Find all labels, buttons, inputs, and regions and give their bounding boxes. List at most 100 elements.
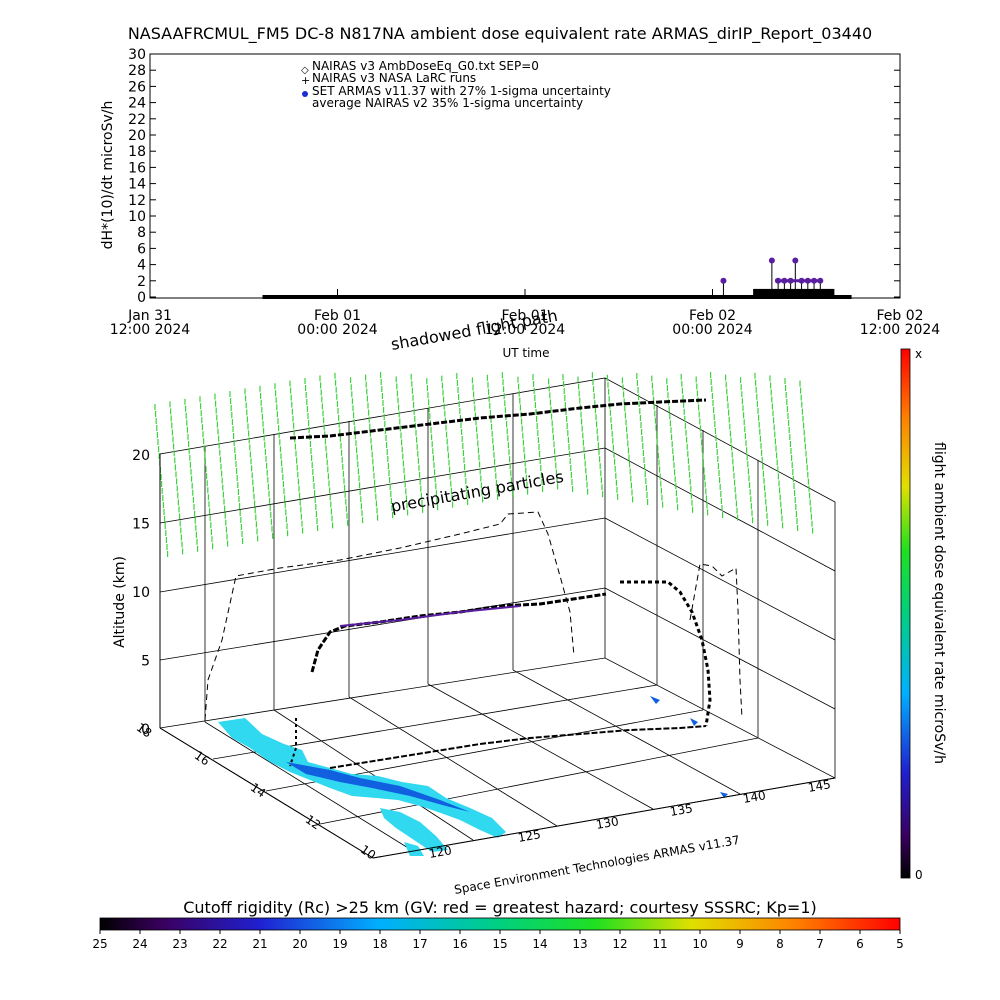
rigidity-tick-label: 8	[776, 937, 784, 951]
altitude-tick-label: 20	[132, 448, 150, 464]
grid-h-10-right	[604, 517, 836, 641]
altitude-ticks: 0 5 10 15 20	[132, 448, 150, 738]
floor-grid-2	[273, 709, 474, 841]
right-back-wall	[604, 377, 836, 778]
credit-text: Space Environment Technologies ARMAS v11…	[453, 833, 741, 897]
rigidity-tick-label: 6	[856, 937, 864, 951]
floor-grid-1	[204, 721, 414, 852]
legend-symbol-0: ◇	[301, 65, 309, 76]
grid-h-5-right	[604, 587, 836, 710]
legend-label-0: NAIRAS v3 AmbDoseEq_G0.txt SEP=0	[312, 59, 539, 73]
land-shapes	[218, 696, 728, 856]
armas-point	[768, 257, 775, 264]
altitude-tick-label: 0	[141, 722, 150, 738]
legend-marker-armas	[302, 91, 308, 97]
rigidity-tick-label: 15	[492, 937, 507, 951]
land-shape-6	[690, 718, 698, 726]
top-y-tick-label: 12	[128, 193, 146, 209]
land-shape-4	[286, 762, 470, 812]
legend: ◇ NAIRAS v3 AmbDoseEq_G0.txt SEP=0 + NAI…	[301, 59, 611, 110]
top-x-tick-date: Feb 02	[876, 308, 923, 324]
top-y-axis-label: dH*(10)/dt microSv/h	[100, 101, 116, 250]
rigidity-tick-label: 16	[452, 937, 467, 951]
dose-colorbar-bottom-label: 0	[915, 868, 923, 882]
dose-colorbar: x 0 flight ambient dose equivalent rate …	[900, 347, 947, 882]
rigidity-tick-label: 20	[292, 937, 307, 951]
top-series	[262, 257, 852, 299]
rigidity-tick-label: 9	[736, 937, 744, 951]
annotation-precipitating-particles: precipitating particles	[389, 467, 565, 516]
top-y-tick-label: 18	[128, 144, 146, 160]
longitude-tick-label: 140	[742, 788, 767, 806]
latitude-tick-label: 10	[358, 842, 379, 862]
top-y-tick-label: 10	[128, 209, 146, 225]
top-y-tick-label: 20	[128, 128, 146, 144]
longitude-tick-label: 125	[517, 827, 542, 845]
altitude-tick-label: 5	[141, 654, 150, 670]
rigidity-tick-label: 11	[652, 937, 667, 951]
floor-grid-5	[512, 669, 741, 795]
flight-track-floor	[329, 725, 707, 769]
land-shape-2	[380, 808, 448, 852]
longitude-tick-label: 145	[807, 777, 832, 795]
legend-symbol-1: +	[301, 74, 310, 87]
rigidity-colorbar-label: Cutoff rigidity (Rc) >25 km (GV: red = g…	[183, 898, 817, 917]
floor-grid-3	[348, 696, 558, 827]
top-x-tick-time: 00:00 2024	[297, 322, 378, 338]
top-y-tick-label: 26	[128, 79, 146, 95]
shadow-path-dashed	[204, 511, 575, 721]
rigidity-tick-label: 23	[172, 937, 187, 951]
top-y-tick-label: 4	[137, 258, 146, 274]
rigidity-tick-label: 14	[532, 937, 547, 951]
rigidity-tick-label: 7	[816, 937, 824, 951]
rigidity-tick-label: 12	[612, 937, 627, 951]
top-y-tick-label: 8	[137, 225, 146, 241]
lon-axis	[372, 777, 836, 859]
grid-h-15-right	[604, 447, 836, 572]
lat-axis	[159, 727, 374, 859]
altitude-tick-label: 15	[132, 517, 150, 533]
armas-point	[792, 257, 799, 264]
land-shape-1	[218, 718, 506, 838]
top-y-tick-label: 16	[128, 160, 146, 176]
longitude-tick-label: 130	[595, 814, 620, 832]
legend-label-3: average NAIRAS v2 35% 1-sigma uncertaint…	[312, 96, 583, 110]
latitude-tick-label: 16	[192, 748, 213, 768]
flight-paths	[204, 398, 743, 769]
rigidity-tick-label: 25	[92, 937, 107, 951]
grid-h-5	[159, 587, 606, 661]
particle-curtain	[154, 372, 814, 557]
land-shape-7	[720, 792, 728, 798]
top-y-tick-label: 28	[128, 63, 146, 79]
dose-colorbar-label: flight ambient dose equivalent rate micr…	[931, 442, 947, 764]
grid-h-15	[159, 447, 606, 524]
top-y-tick-label: 24	[128, 96, 146, 112]
top-x-tick-date: Feb 01	[501, 308, 548, 324]
longitude-ticks: 120 125 130 135 140 145	[428, 777, 832, 861]
descent-dots	[289, 718, 297, 767]
altitude-axis-label: Altitude (km)	[112, 556, 128, 648]
rigidity-colorbar-ticks: 25 24 23 22 21 20 19 18 17 16 15 14 13 12 11 10 9 8 7 6 5	[92, 930, 904, 951]
flight-track-top	[289, 398, 707, 440]
top-x-tick-time: 12:00 2024	[110, 322, 191, 338]
land-shape-3	[404, 842, 424, 856]
top-y-tick-label: 0	[137, 290, 146, 306]
shadow-path-right	[689, 563, 743, 719]
longitude-tick-label: 120	[428, 843, 453, 861]
top-x-tick-date: Feb 01	[314, 308, 361, 324]
chart-title: NASAAFRCMUL_FM5 DC-8 N817NA ambient dose…	[128, 24, 872, 44]
floor-grid-4	[427, 683, 654, 810]
latitude-tick-label: 12	[303, 812, 324, 832]
top-y-tick-label: 6	[137, 241, 146, 257]
altitude-tick-label: 10	[132, 585, 150, 601]
flight-track-mid	[310, 592, 607, 673]
top-y-tick-label: 30	[128, 47, 146, 63]
top-y-tick-label: 14	[128, 177, 146, 193]
top-x-tick-date: Jan 31	[127, 308, 172, 324]
rigidity-colorbar-bar	[99, 917, 901, 931]
rigidity-tick-label: 5	[896, 937, 904, 951]
flight-track-mid-purple	[339, 605, 521, 627]
